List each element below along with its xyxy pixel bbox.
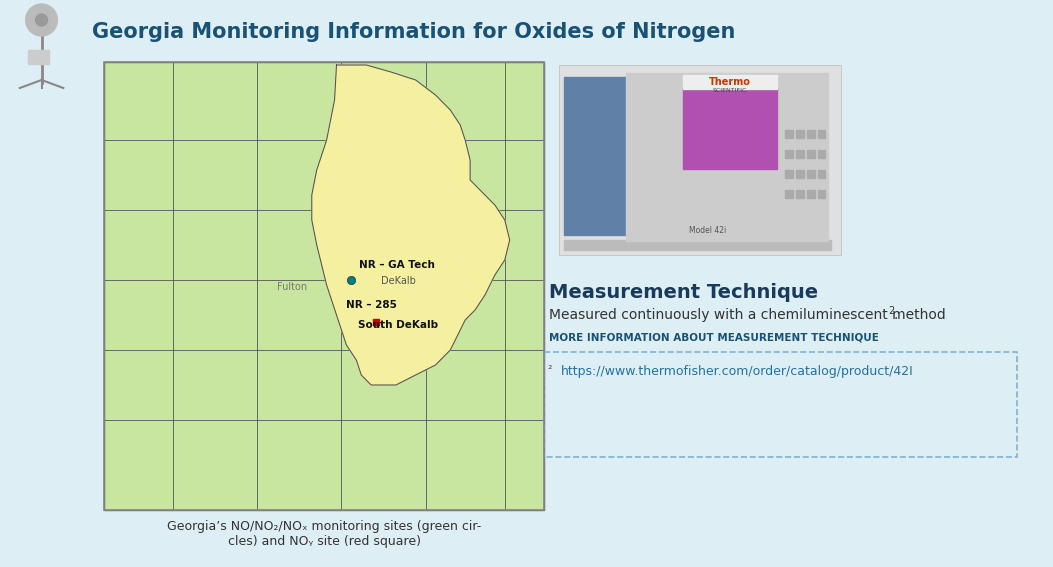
Text: Measurement Technique: Measurement Technique — [550, 283, 818, 302]
Bar — [807, 190, 815, 198]
Bar — [625, 73, 829, 241]
Bar — [796, 150, 803, 158]
Text: Thermo: Thermo — [709, 77, 751, 87]
Text: MORE INFORMATION ABOUT MEASUREMENT TECHNIQUE: MORE INFORMATION ABOUT MEASUREMENT TECHN… — [550, 333, 879, 343]
Bar — [807, 170, 815, 178]
Circle shape — [36, 14, 47, 26]
Text: https://www.thermofisher.com/order/catalog/product/42I: https://www.thermofisher.com/order/catal… — [561, 365, 914, 378]
Bar — [817, 190, 826, 198]
Text: NR – GA Tech: NR – GA Tech — [359, 260, 435, 270]
Bar — [796, 190, 803, 198]
Text: NR – 285: NR – 285 — [346, 300, 397, 310]
Bar — [817, 170, 826, 178]
Text: Georgia’s NO/NO₂/NOₓ monitoring sites (green cir-: Georgia’s NO/NO₂/NOₓ monitoring sites (g… — [167, 520, 481, 533]
Text: cles) and NOᵧ site (red square): cles) and NOᵧ site (red square) — [227, 535, 420, 548]
Bar — [796, 170, 803, 178]
Bar — [683, 75, 777, 89]
Text: Fulton: Fulton — [277, 282, 307, 292]
Bar — [817, 150, 826, 158]
Bar — [559, 65, 841, 255]
Text: SCIENTIFIC: SCIENTIFIC — [712, 87, 747, 92]
Bar — [373, 319, 379, 325]
Bar — [784, 150, 793, 158]
Bar — [564, 240, 832, 250]
Text: 2: 2 — [888, 306, 894, 316]
Bar — [817, 130, 826, 138]
Bar — [807, 130, 815, 138]
Bar — [104, 62, 544, 510]
Bar — [807, 150, 815, 158]
Text: .: . — [894, 308, 898, 322]
Bar — [784, 130, 793, 138]
Bar — [564, 77, 625, 235]
Bar — [784, 190, 793, 198]
Text: ²: ² — [548, 365, 552, 375]
Bar — [104, 62, 544, 510]
Circle shape — [25, 4, 58, 36]
Text: South DeKalb: South DeKalb — [358, 320, 438, 330]
Text: Georgia Monitoring Information for Oxides of Nitrogen: Georgia Monitoring Information for Oxide… — [92, 22, 735, 42]
Text: DeKalb: DeKalb — [381, 276, 416, 286]
Text: Model 42i: Model 42i — [689, 226, 727, 235]
Bar — [27, 50, 49, 64]
Polygon shape — [312, 65, 510, 385]
Bar — [796, 130, 803, 138]
Bar — [784, 170, 793, 178]
Bar — [683, 87, 777, 169]
Text: Measured continuously with a chemiluminescent method: Measured continuously with a chemilumine… — [550, 308, 946, 322]
